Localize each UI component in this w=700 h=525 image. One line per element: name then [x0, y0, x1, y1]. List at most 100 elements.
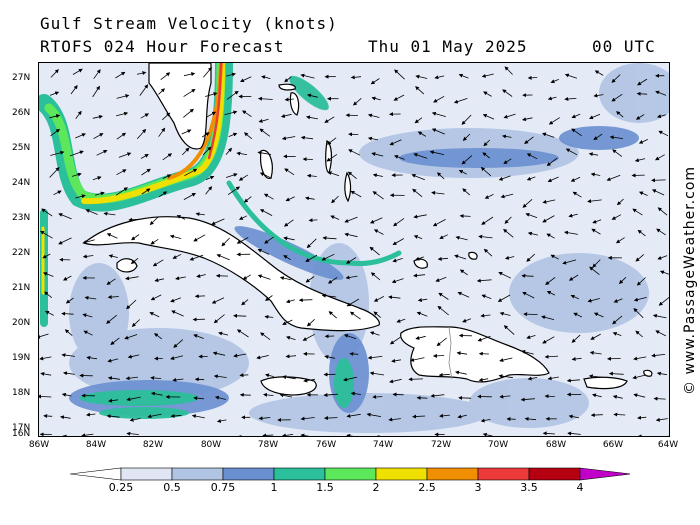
cat-island	[344, 171, 352, 203]
current-arrow	[243, 196, 252, 203]
current-arrow	[173, 339, 184, 348]
current-arrow	[589, 266, 600, 276]
current-arrow	[216, 254, 230, 261]
current-arrow	[413, 153, 428, 159]
current-arrow	[264, 314, 274, 319]
current-arrow	[434, 75, 445, 80]
current-arrow	[608, 371, 624, 376]
current-arrow	[306, 173, 317, 178]
current-arrow	[550, 79, 559, 84]
current-arrow	[257, 274, 271, 280]
current-arrow	[50, 69, 59, 78]
current-arrow	[437, 172, 445, 180]
current-arrow	[521, 273, 534, 278]
current-arrow	[115, 187, 128, 196]
legend-cell	[579, 467, 630, 481]
current-arrow	[283, 255, 291, 261]
current-arrow	[547, 176, 559, 183]
current-arrow	[75, 110, 82, 120]
current-arrow	[330, 215, 340, 220]
current-arrow	[205, 92, 218, 97]
current-arrow	[42, 272, 54, 277]
current-arrow	[367, 136, 379, 141]
current-arrow	[526, 335, 536, 339]
current-arrow	[126, 431, 139, 436]
lat-label-16n: 16N	[12, 429, 31, 439]
current-arrow	[238, 215, 248, 220]
copyright-credit[interactable]: © www.PassageWeather.com	[682, 165, 698, 395]
current-arrow	[118, 152, 132, 158]
current-arrow	[282, 319, 293, 325]
current-arrow	[50, 150, 65, 156]
legend-cell	[120, 467, 173, 481]
current-arrow	[437, 305, 449, 316]
current-arrow	[258, 118, 269, 123]
current-arrow	[170, 413, 182, 418]
current-arrow	[206, 111, 217, 118]
current-arrow	[611, 74, 621, 83]
current-arrow	[150, 294, 162, 301]
current-arrow	[218, 331, 229, 336]
current-arrow	[544, 354, 559, 359]
current-arrow	[369, 217, 383, 224]
current-arrow	[592, 259, 601, 268]
current-arrow	[594, 70, 604, 76]
legend-label: 1.5	[316, 481, 334, 494]
legend-cell	[426, 467, 479, 481]
current-arrow	[108, 398, 119, 403]
current-arrow	[286, 336, 296, 341]
current-arrow	[500, 193, 514, 199]
current-arrow	[394, 155, 405, 160]
current-arrow	[92, 114, 103, 119]
current-arrow	[162, 153, 173, 161]
current-arrow	[389, 378, 402, 384]
current-arrow	[280, 113, 292, 118]
current-arrow	[39, 356, 52, 361]
current-arrow	[657, 207, 668, 216]
current-arrow	[527, 376, 538, 381]
current-arrow	[415, 74, 428, 79]
lat-label-20n: 20N	[12, 318, 31, 328]
current-arrow	[657, 255, 668, 260]
current-arrow	[564, 230, 578, 235]
current-arrow	[589, 113, 601, 120]
current-arrow	[62, 275, 72, 281]
current-arrow	[189, 254, 204, 261]
current-arrow	[416, 395, 428, 400]
current-arrow	[211, 297, 225, 304]
current-arrow	[182, 147, 190, 156]
lon-label-78w: 78W	[257, 440, 279, 450]
current-arrow	[526, 153, 538, 160]
current-arrow	[499, 357, 513, 363]
legend-cell	[324, 467, 377, 481]
current-arrow	[233, 353, 247, 358]
current-arrow	[416, 311, 428, 317]
current-arrow	[140, 113, 149, 119]
current-arrow	[115, 111, 129, 117]
current-arrow	[459, 213, 471, 218]
current-arrow	[636, 277, 646, 286]
current-arrow	[564, 96, 577, 101]
current-arrow	[482, 152, 490, 159]
current-arrow	[170, 355, 184, 361]
current-arrow	[281, 433, 294, 436]
current-arrow	[221, 237, 230, 247]
current-arrow	[103, 211, 116, 216]
lon-label-76w: 76W	[315, 440, 337, 450]
current-arrow	[651, 189, 665, 196]
current-arrow	[181, 129, 192, 135]
current-arrow	[651, 353, 666, 358]
current-arrow	[458, 73, 469, 79]
current-arrow	[541, 132, 555, 138]
forecast-date: Thu 01 May 2025	[368, 37, 528, 56]
current-arrow	[394, 69, 405, 80]
current-arrow	[283, 219, 294, 227]
current-arrow	[265, 295, 273, 301]
lon-label-74w: 74W	[372, 440, 394, 450]
current-arrow	[367, 355, 383, 360]
current-arrow	[589, 350, 602, 355]
lat-label-18n: 18N	[12, 388, 31, 398]
lat-label-17n: 17N	[12, 423, 31, 433]
current-arrow	[131, 319, 140, 327]
current-arrow	[564, 73, 578, 79]
